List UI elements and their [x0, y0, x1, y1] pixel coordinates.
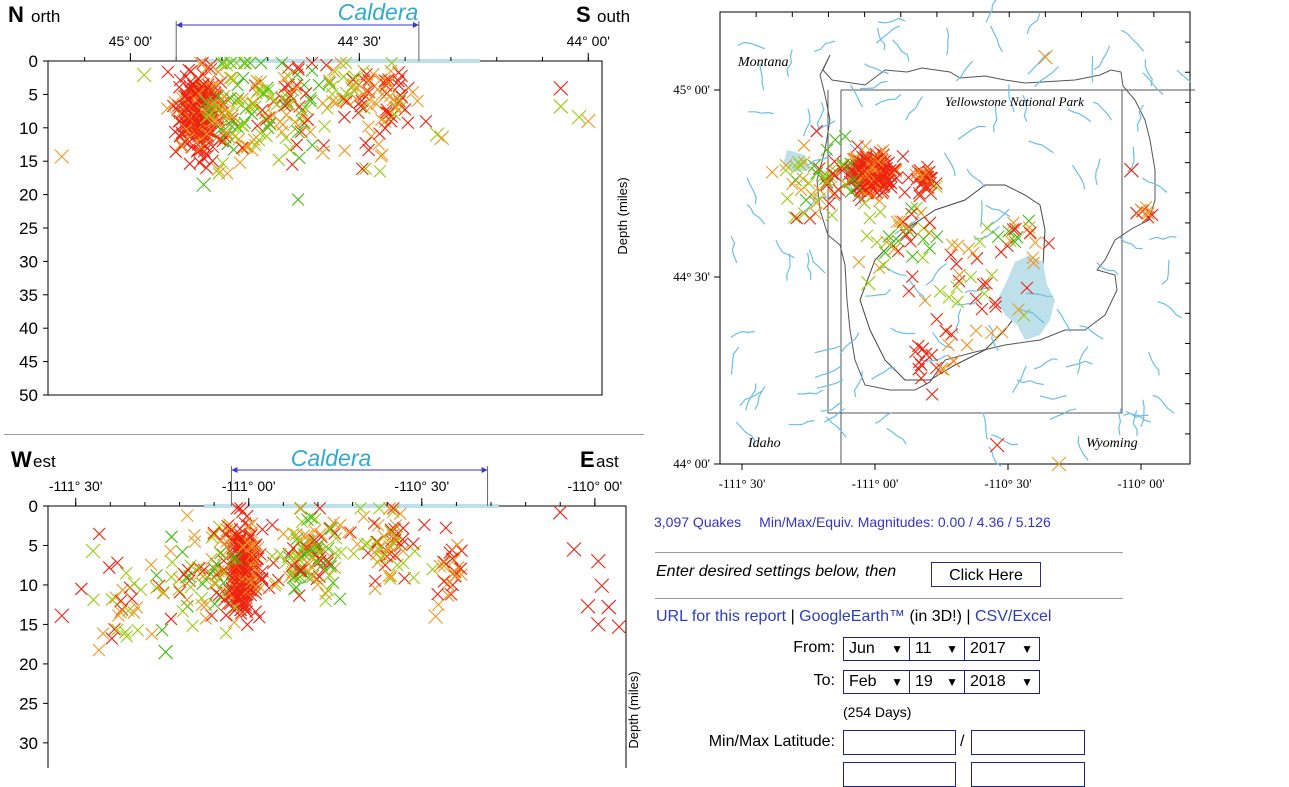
- y-tick-label: 20: [19, 655, 38, 674]
- from-year-value: 2017: [970, 640, 1006, 657]
- y-tick-label: 20: [19, 186, 38, 205]
- ns-ylabel: Depth (miles): [615, 177, 630, 254]
- dropdown-arrow-icon: ▼: [946, 671, 958, 693]
- we-caldera-label: Caldera: [291, 445, 372, 471]
- y-tick-label: 10: [19, 576, 38, 595]
- form-divider-bottom: [655, 598, 1123, 599]
- in-3d-text: (in 3D!) |: [905, 608, 975, 625]
- ns-left-label-rest: orth: [31, 7, 60, 26]
- to-day-select[interactable]: 19 ▼: [909, 670, 965, 694]
- map-y-tick-label: 44° 00': [673, 456, 710, 471]
- latitude-separator: /: [960, 733, 964, 751]
- y-tick-label: 5: [29, 536, 38, 555]
- map-label-idaho: Idaho: [747, 436, 781, 451]
- submit-button[interactable]: Click Here: [931, 562, 1041, 587]
- y-tick-label: 35: [19, 286, 38, 305]
- x-tick-label: -111° 30': [49, 478, 103, 494]
- map-x-tick-label: -111° 30': [719, 476, 766, 491]
- north-south-cross-section: 0 5 10 15 20 25 30 35 40 45 50 45° 00' 44° 30' 44° 00…: [0, 0, 645, 420]
- y-tick-label: 15: [19, 152, 38, 171]
- day-count: (254 Days): [843, 704, 911, 720]
- max-longitude-input[interactable]: [971, 762, 1085, 787]
- quake-count: 3,097 Quakes: [654, 514, 741, 530]
- y-tick-label: 5: [29, 85, 38, 104]
- map-frame: [720, 12, 1190, 464]
- latitude-label: Min/Max Latitude:: [709, 733, 835, 751]
- y-tick-label: 50: [19, 386, 38, 405]
- ns-right-label-initial: S: [576, 2, 591, 27]
- ns-left-label-initial: N: [8, 2, 24, 27]
- map-y-tick-label: 44° 30': [673, 269, 710, 284]
- to-day-value: 19: [915, 673, 933, 690]
- ns-caldera-label: Caldera: [338, 0, 419, 25]
- map-x-tick-label: -110° 30': [984, 476, 1031, 491]
- form-divider-top: [655, 552, 1123, 553]
- report-links: URL for this report | GoogleEarth™ (in 3…: [656, 608, 1051, 626]
- x-tick-label: -110° 30': [394, 478, 449, 494]
- link-separator: |: [786, 608, 799, 625]
- from-day-select[interactable]: 11 ▼: [909, 637, 965, 661]
- map-y-tick-label: 45° 00': [673, 82, 710, 97]
- we-left-label-initial: W: [11, 447, 32, 472]
- to-year-select[interactable]: 2018 ▼: [964, 670, 1040, 694]
- y-tick-label: 30: [19, 734, 38, 753]
- magnitude-stats: Min/Max/Equiv. Magnitudes: 0.00 / 4.36 /…: [759, 514, 1051, 530]
- we-axes: [48, 506, 626, 768]
- y-tick-label: 15: [19, 615, 38, 634]
- dropdown-arrow-icon: ▼: [1021, 671, 1033, 693]
- csv-excel-link[interactable]: CSV/Excel: [975, 608, 1051, 625]
- ns-right-label-rest: outh: [597, 7, 630, 26]
- epicenter-map: -111° 30' -111° 00' -110° 30' -110° 00' 45° …: [645, 0, 1205, 500]
- y-tick-label: 25: [19, 219, 38, 238]
- y-tick-label: 0: [29, 52, 38, 71]
- quake-stats: 3,097 Quakes Min/Max/Equiv. Magnitudes: 0…: [654, 514, 1051, 530]
- max-latitude-input[interactable]: [971, 730, 1085, 755]
- panel-divider: [4, 434, 644, 435]
- x-tick-label: 44° 30': [338, 33, 381, 49]
- y-tick-label: 45: [19, 353, 38, 372]
- to-label: To:: [814, 672, 835, 690]
- ns-caldera-bracket: [176, 21, 419, 61]
- map-x-tick-label: -110° 00': [1117, 476, 1164, 491]
- map-label-wyoming: Wyoming: [1086, 436, 1138, 451]
- y-tick-label: 0: [29, 497, 38, 516]
- y-tick-label: 25: [19, 694, 38, 713]
- x-tick-label: 45° 00': [109, 33, 152, 49]
- y-tick-label: 10: [19, 119, 38, 138]
- from-day-value: 11: [915, 640, 932, 657]
- x-tick-label: 44° 00': [567, 33, 610, 49]
- to-year-value: 2018: [970, 673, 1006, 690]
- dropdown-arrow-icon: ▼: [891, 671, 903, 693]
- form-instruction: Enter desired settings below, then: [656, 563, 896, 581]
- from-month-value: Jun: [849, 640, 875, 657]
- map-x-tick-label: -111° 00': [852, 476, 899, 491]
- y-tick-label: 30: [19, 252, 38, 271]
- from-year-select[interactable]: 2017 ▼: [964, 637, 1040, 661]
- dropdown-arrow-icon: ▼: [1021, 638, 1033, 660]
- url-report-link[interactable]: URL for this report: [656, 608, 786, 625]
- x-tick-label: -111° 00': [222, 478, 276, 494]
- map-label-montana: Montana: [737, 55, 789, 70]
- google-earth-link[interactable]: GoogleEarth™: [799, 608, 905, 625]
- to-month-value: Feb: [849, 673, 877, 690]
- we-left-label-rest: est: [33, 452, 56, 471]
- to-month-select[interactable]: Feb ▼: [843, 670, 910, 694]
- dropdown-arrow-icon: ▼: [946, 638, 958, 660]
- dropdown-arrow-icon: ▼: [891, 638, 903, 660]
- from-label: From:: [793, 639, 835, 657]
- y-tick-label: 40: [19, 319, 38, 338]
- we-right-label-initial: E: [580, 447, 595, 472]
- x-tick-label: -110° 00': [567, 478, 622, 494]
- from-month-select[interactable]: Jun ▼: [843, 637, 910, 661]
- map-label-park: Yellowstone National Park: [945, 94, 1084, 109]
- we-right-label-rest: ast: [596, 452, 619, 471]
- min-longitude-input[interactable]: [843, 762, 956, 787]
- min-latitude-input[interactable]: [843, 730, 956, 755]
- we-ylabel: Depth (miles): [626, 671, 641, 748]
